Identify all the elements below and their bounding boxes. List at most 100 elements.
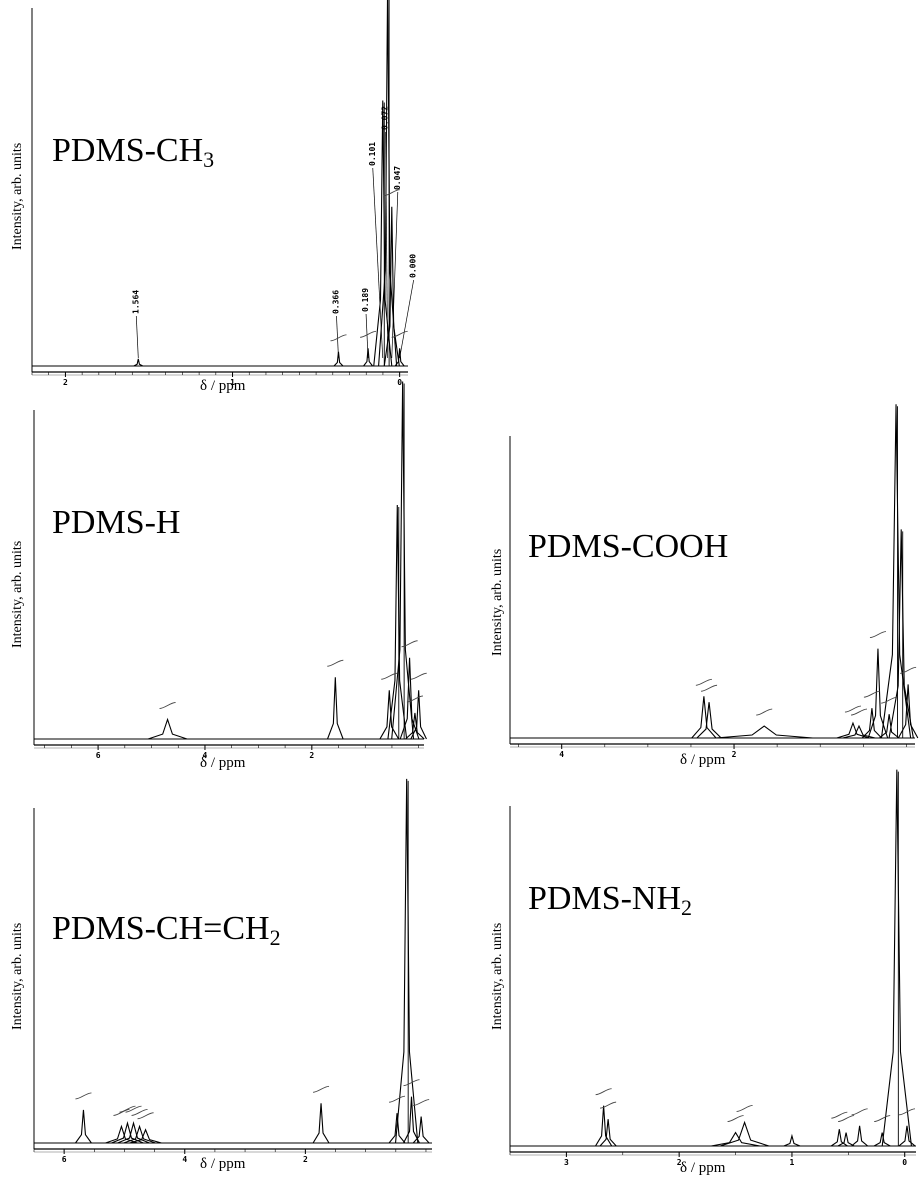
spectrum-peak <box>783 1133 801 1147</box>
integral-curve <box>119 1105 136 1113</box>
spectrum-title: PDMS-H <box>52 504 181 541</box>
x-tick-label: 2 <box>732 750 737 759</box>
integral-curve <box>727 1115 744 1123</box>
integral-curve <box>381 672 398 680</box>
spectrum-peak <box>405 712 425 740</box>
spectrum-peak <box>696 702 722 739</box>
integral-curve <box>327 659 344 667</box>
peak-label-leader <box>372 167 384 359</box>
integral-curve <box>695 678 712 686</box>
spectrum-plot: 3 2 1 0 <box>509 769 916 1167</box>
x-tick-label: 4 <box>559 750 564 759</box>
peak-label: 0.000 <box>409 254 418 278</box>
integral-curve <box>851 1108 868 1116</box>
spectrum-plot: 6 4 2 <box>33 381 427 760</box>
x-axis-label: δ / ppm <box>680 1160 726 1176</box>
spectrum-peak <box>873 1132 891 1147</box>
spectrum-peak <box>147 717 188 740</box>
integral-curve <box>406 695 423 703</box>
peak-label-leader <box>336 315 339 359</box>
spectrum-peak <box>129 1128 162 1144</box>
integral-curve <box>838 1115 855 1123</box>
integral-curve <box>595 1088 612 1096</box>
spectrum-peak <box>842 724 876 739</box>
peak-label: 0.047 <box>393 166 402 190</box>
integral-curve <box>403 1079 420 1087</box>
integral-curve <box>75 1092 92 1100</box>
peak-label: 1.564 <box>131 290 140 314</box>
spectrum-peak <box>388 1113 406 1144</box>
integral-curve <box>312 1085 330 1093</box>
x-axis-label: δ / ppm <box>200 755 246 771</box>
spectrum-peak <box>880 404 912 739</box>
spectrum-peak <box>327 677 344 740</box>
integral-curve <box>330 334 347 342</box>
x-axis-label: δ / ppm <box>200 378 246 394</box>
integral-curve <box>900 666 917 674</box>
spectrum-peak <box>391 381 415 740</box>
spectrum-peak <box>851 1125 869 1147</box>
spectrum-peak <box>867 648 889 739</box>
integral-curve <box>383 189 400 197</box>
integral-curve <box>137 1112 154 1120</box>
integral-curve <box>125 1105 142 1113</box>
spectrum-plot: 6 4 2 <box>33 778 432 1164</box>
peak-label-leader <box>391 191 399 359</box>
spectrum-peak <box>379 690 400 740</box>
spectrum-peak <box>123 1124 156 1144</box>
x-tick-label: 1 <box>230 378 235 387</box>
integral-curve <box>391 330 408 338</box>
spectrum-peak <box>133 358 144 367</box>
spectrum-title: PDMS-COOH <box>528 528 729 565</box>
peak-label-leader <box>399 279 414 359</box>
x-tick-label: 1 <box>790 1158 795 1167</box>
peak-label: 0.189 <box>361 288 370 312</box>
integral-curve <box>831 1111 848 1119</box>
integral-curve <box>874 1115 891 1123</box>
spectrum-title: PDMS-CH3 <box>52 132 215 172</box>
spectrum-peak <box>691 696 717 739</box>
x-tick-label: 3 <box>564 1158 569 1167</box>
spectrum-panel-ch3: Intensity, arb. units PDMS-CH3 δ / ppm 2… <box>0 0 420 400</box>
integral-curve <box>869 631 886 639</box>
integral-curve <box>388 1095 406 1103</box>
spectrum-peak <box>105 1124 138 1144</box>
spectrum-peak <box>403 1096 420 1144</box>
spectrum-peak <box>363 348 374 367</box>
spectrum-peak <box>715 725 813 739</box>
peak-label-leader <box>385 131 388 359</box>
spectrum-title: PDMS-CH=CH2 <box>52 910 281 950</box>
integral-curve <box>701 684 718 692</box>
x-tick-label: 6 <box>96 751 101 760</box>
integral-curve <box>881 696 898 704</box>
spectrum-peak <box>837 1132 855 1147</box>
peak-label: 0.101 <box>368 142 377 166</box>
x-tick-label: 0 <box>397 378 402 387</box>
integral-curve <box>401 640 418 648</box>
x-tick-label: 2 <box>677 1158 682 1167</box>
spectrum-peak <box>861 708 883 739</box>
spectrum-panel-nh2: Intensity, arb. units PDMS-NH2 δ / ppm 3… <box>480 769 920 1180</box>
x-tick-label: 4 <box>203 751 208 760</box>
integral-curve <box>600 1101 617 1109</box>
spectrum-peak <box>399 657 420 740</box>
spectrum-peak <box>111 1121 144 1144</box>
spectrum-peak <box>387 504 408 740</box>
spectrum-peak <box>394 778 419 1144</box>
x-tick-label: 2 <box>63 378 68 387</box>
integral-curve <box>844 705 862 713</box>
x-axis-label: δ / ppm <box>680 752 726 768</box>
x-axis-label: δ / ppm <box>200 1156 246 1172</box>
integral-curve <box>131 1109 148 1116</box>
spectrum-peak <box>881 769 912 1147</box>
spectrum-panel-cooh: Intensity, arb. units PDMS-COOH δ / ppm … <box>480 400 920 780</box>
spectrum-plot: 2 1 0 1.564 0.366 0.189 0.101 0.072 0.047 0.000 <box>31 0 418 387</box>
peak-label: 0.366 <box>331 290 340 314</box>
spectrum-peak <box>595 1105 613 1147</box>
spectrum-peak <box>898 1125 916 1147</box>
integral-curve <box>756 708 773 716</box>
integral-curve <box>413 1099 430 1106</box>
integral-curve <box>159 702 176 709</box>
x-tick-label: 2 <box>309 751 314 760</box>
